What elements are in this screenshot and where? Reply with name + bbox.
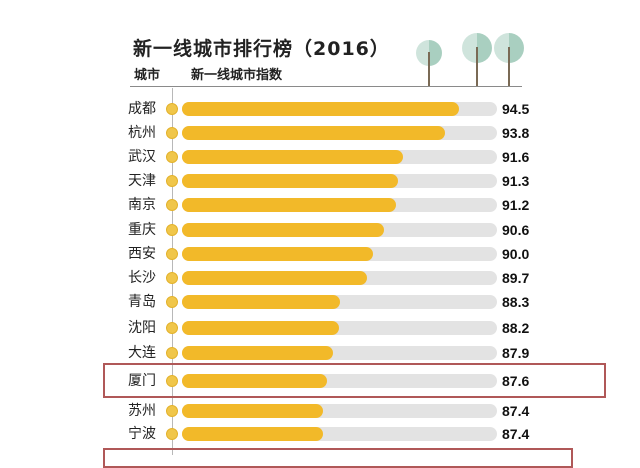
tree-icon <box>416 40 442 87</box>
bullet-dot <box>166 151 178 163</box>
bar-fill <box>182 174 398 188</box>
index-value: 93.8 <box>502 125 530 141</box>
bullet-dot <box>166 175 178 187</box>
index-value: 87.9 <box>502 345 530 361</box>
table-row: 西安 90.0 <box>0 244 640 268</box>
index-value: 88.2 <box>502 320 530 336</box>
table-row: 杭州 93.8 <box>0 123 640 147</box>
bullet-dot <box>166 296 178 308</box>
city-label: 重庆 <box>128 222 156 238</box>
bullet-dot <box>166 428 178 440</box>
tree-icon <box>462 33 492 87</box>
table-row: 大连 87.9 <box>0 343 640 367</box>
table-row: 天津 91.3 <box>0 171 640 195</box>
table-row: 重庆 90.6 <box>0 220 640 244</box>
index-value: 94.5 <box>502 101 530 117</box>
bullet-dot <box>166 347 178 359</box>
city-label: 天津 <box>128 173 156 189</box>
index-value: 90.0 <box>502 246 530 262</box>
table-row: 宁波 87.4 <box>0 424 640 448</box>
tree-icon <box>494 33 524 87</box>
city-column-header: 城市 <box>134 68 161 83</box>
city-label: 杭州 <box>128 125 156 141</box>
bullet-dot <box>166 322 178 334</box>
bullet-dot <box>166 375 178 387</box>
city-label: 南京 <box>128 197 156 213</box>
bar-fill <box>182 223 384 237</box>
city-label: 厦门 <box>128 373 156 389</box>
highlight-box-next <box>103 448 573 468</box>
table-row: 沈阳 88.2 <box>0 318 640 342</box>
index-column-header: 新一线城市指数 <box>191 68 283 83</box>
index-value: 87.4 <box>502 426 530 442</box>
city-label: 长沙 <box>128 270 156 286</box>
city-label: 苏州 <box>128 403 156 419</box>
city-label: 大连 <box>128 345 156 361</box>
bar-fill <box>182 198 396 212</box>
bar-fill <box>182 427 323 441</box>
bullet-dot <box>166 199 178 211</box>
city-label: 成都 <box>128 101 156 117</box>
bullet-dot <box>166 405 178 417</box>
index-value: 89.7 <box>502 270 530 286</box>
table-row: 苏州 87.4 <box>0 401 640 425</box>
table-row: 厦门 87.6 <box>0 371 640 395</box>
highlight-box-xiamen <box>103 363 606 398</box>
bar-fill <box>182 126 445 140</box>
bullet-dot <box>166 127 178 139</box>
bar-fill <box>182 102 459 116</box>
bar-fill <box>182 374 327 388</box>
city-label: 青岛 <box>128 294 156 310</box>
index-value: 90.6 <box>502 222 530 238</box>
bullet-dot <box>166 248 178 260</box>
city-label: 西安 <box>128 246 156 262</box>
header-divider <box>130 86 522 87</box>
table-row: 青岛 88.3 <box>0 292 640 316</box>
city-label: 沈阳 <box>128 320 156 336</box>
index-value: 88.3 <box>502 294 530 310</box>
table-row: 武汉 91.6 <box>0 147 640 171</box>
bar-fill <box>182 247 373 261</box>
index-value: 91.6 <box>502 149 530 165</box>
city-label: 宁波 <box>128 426 156 442</box>
axis-line <box>172 88 173 455</box>
bullet-dot <box>166 224 178 236</box>
table-row: 成都 94.5 <box>0 99 640 123</box>
bar-fill <box>182 295 340 309</box>
table-row: 南京 91.2 <box>0 195 640 219</box>
bar-fill <box>182 404 323 418</box>
bar-fill <box>182 346 333 360</box>
index-value: 87.4 <box>502 403 530 419</box>
bar-fill <box>182 271 367 285</box>
bar-fill <box>182 321 339 335</box>
chart-title: 新一线城市排行榜（2016） <box>133 38 390 60</box>
bullet-dot <box>166 272 178 284</box>
table-row: 长沙 89.7 <box>0 268 640 292</box>
index-value: 91.2 <box>502 197 530 213</box>
bar-fill <box>182 150 403 164</box>
bullet-dot <box>166 103 178 115</box>
index-value: 91.3 <box>502 173 530 189</box>
city-label: 武汉 <box>128 149 156 165</box>
index-value: 87.6 <box>502 373 530 389</box>
